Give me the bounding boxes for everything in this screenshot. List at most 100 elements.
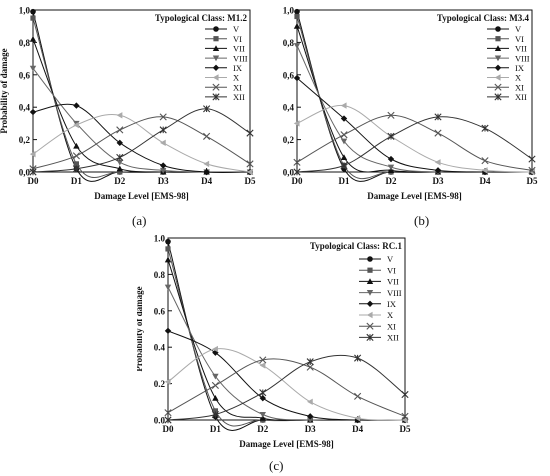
- chart-c-ytick-label: 0.4: [154, 343, 166, 353]
- chart-a-ytick-label: 0,8: [19, 38, 31, 48]
- chart-c-data-point: [212, 373, 219, 380]
- chart-c-xtick-label: D0: [163, 424, 174, 434]
- chart-b-series-line: [296, 114, 533, 171]
- chart-a-data-point: [116, 139, 123, 147]
- chart-b-xtick-label: D2: [386, 176, 397, 186]
- chart-c-legend-label: V: [387, 254, 394, 264]
- chart-a-data-point: [246, 168, 253, 176]
- chart-a-ytick-label: 0,0: [19, 168, 31, 178]
- chart-a-data-point: [73, 102, 80, 109]
- chart-a-data-point: [72, 165, 80, 173]
- chart-a-data-point: [72, 152, 80, 160]
- chart-a-data-point: [29, 165, 37, 173]
- chart-b-data-point: [387, 155, 395, 163]
- chart-b-series-V: [294, 8, 535, 182]
- chart-b-xtick-label: D0: [292, 176, 303, 186]
- chart-c-legend-marker: [366, 333, 374, 341]
- chart-b-ytick-label: 0,4: [283, 103, 295, 113]
- chart-c-data-point: [164, 378, 171, 385]
- chart-c-data-point: [259, 362, 266, 369]
- chart-c-data-point: [165, 238, 171, 245]
- chart-a-ytick-label: 1,0: [19, 6, 31, 16]
- chart-a-legend-label: VI: [233, 34, 242, 44]
- chart-a-ytick-label: 0,4: [19, 103, 31, 113]
- chart-a-data-point: [30, 15, 36, 21]
- chart-b-data-point: [434, 159, 441, 166]
- chart-c-data-point: [212, 349, 219, 356]
- chart-a-series-line: [32, 114, 251, 173]
- chart-b-legend-marker: [495, 36, 501, 42]
- chart-b-data-point: [340, 138, 348, 145]
- chart-a-data-point: [159, 126, 167, 134]
- chart-b-legend-marker: [495, 26, 501, 32]
- chart-a-legend-label: XII: [233, 92, 245, 102]
- chart-c-data-point: [401, 390, 409, 399]
- chart-b-data-point: [387, 111, 395, 119]
- chart-c-legend-marker: [367, 256, 373, 262]
- chart-c-legend-marker: [366, 278, 374, 284]
- chart-c-series-line: [167, 348, 406, 421]
- chart-b-data-point: [293, 74, 301, 82]
- chart-a-data-point: [29, 108, 37, 116]
- chart-c-legend-label: XI: [387, 321, 396, 331]
- chart-c-legend-label: IX: [387, 299, 396, 309]
- chart-b-legend-label: VI: [515, 34, 524, 44]
- chart-c-legend-label: X: [387, 310, 393, 320]
- chart-c-legend-label: XII: [387, 333, 399, 343]
- chart-c-data-point: [211, 410, 219, 419]
- caption-a: (a): [132, 213, 147, 228]
- chart-c-data-point: [164, 327, 172, 335]
- chart-a-data-point: [73, 142, 80, 149]
- chart-a-series-line: [32, 108, 251, 173]
- chart-a-legend-label: V: [233, 24, 240, 34]
- chart-b-ytick-label: 0,8: [283, 38, 295, 48]
- caption-c: (c): [269, 458, 284, 473]
- chart-a-data-point: [116, 153, 124, 162]
- chart-c-data-point: [307, 417, 314, 424]
- chart-b-legend-label: XI: [515, 82, 524, 92]
- chart-c-series-line: [167, 354, 406, 421]
- chart-c-data-point: [401, 412, 409, 420]
- chart-c-legend-marker: [366, 290, 374, 296]
- chart-b-data-point: [387, 132, 395, 140]
- chart-a-data-point: [29, 35, 37, 42]
- chart-b-data-point: [293, 43, 301, 49]
- chart-a-data-point: [117, 169, 123, 175]
- chart-a-series-line: [32, 39, 250, 173]
- chart-b-legend-marker: [494, 74, 501, 81]
- chart-b-series-XII: [293, 113, 536, 176]
- chart-b-svg: 0,0 0,2 0,4 0,6 0,8 1,0 D0 D1 D2 D3 D4 D5 Damage Lev…: [283, 6, 538, 202]
- chart-b-series-line: [296, 105, 533, 173]
- chart-c-yaxis-label: Probability of damage: [137, 286, 144, 371]
- chart-a-svg: 0,0 0,2 0,4 0,6 0,8 1,0 D0 D1 D2 D3 D4 D5 Damage Lev…: [0, 6, 256, 202]
- chart-c-series-IX: [164, 327, 409, 424]
- chart-a-chart-title: Typological Class: M1.2: [155, 13, 248, 23]
- chart-b-legend-label: XII: [515, 92, 527, 102]
- chart-a-yaxis-label: Probability of damage: [0, 48, 9, 133]
- chart-b-data-point: [434, 129, 442, 137]
- chart-a-legend-marker: [212, 55, 220, 62]
- chart-b-plot-frame: [296, 9, 533, 173]
- chart-a-legend-marker: [212, 93, 220, 101]
- chart-b-chart-title: Typological Class: M3.4: [437, 13, 530, 23]
- chart-c-legend-marker: [366, 300, 374, 307]
- chart-c-svg: 0.0 0.2 0.4 0.6 0.8 1.0 D0 D1 D2 D3 D4 D5 Damage Lev…: [137, 234, 411, 450]
- chart-b-xaxis-label: Damage Level [EMS-98]: [367, 191, 461, 201]
- chart-c-ytick-label: 0.6: [154, 306, 166, 316]
- chart-b-legend-marker: [494, 64, 502, 71]
- chart-b-data-point: [434, 167, 442, 174]
- chart-b-series-line: [296, 116, 533, 173]
- chart-b-data-point: [293, 158, 301, 166]
- chart-a-data-point: [73, 121, 79, 129]
- chart-a-data-point: [73, 161, 79, 167]
- chart-a-series-line: [32, 103, 251, 173]
- chart-c-ytick-label: 0.0: [154, 416, 166, 426]
- chart-c-xtick-label: D3: [305, 424, 316, 434]
- chart-c-data-point: [259, 411, 266, 418]
- chart-a-series-line: [32, 116, 251, 170]
- chart-c-data-point: [165, 246, 171, 252]
- chart-a-data-point: [29, 168, 37, 176]
- chart-b-data-point: [340, 115, 348, 122]
- chart-b-ytick-label: 0,0: [283, 168, 295, 178]
